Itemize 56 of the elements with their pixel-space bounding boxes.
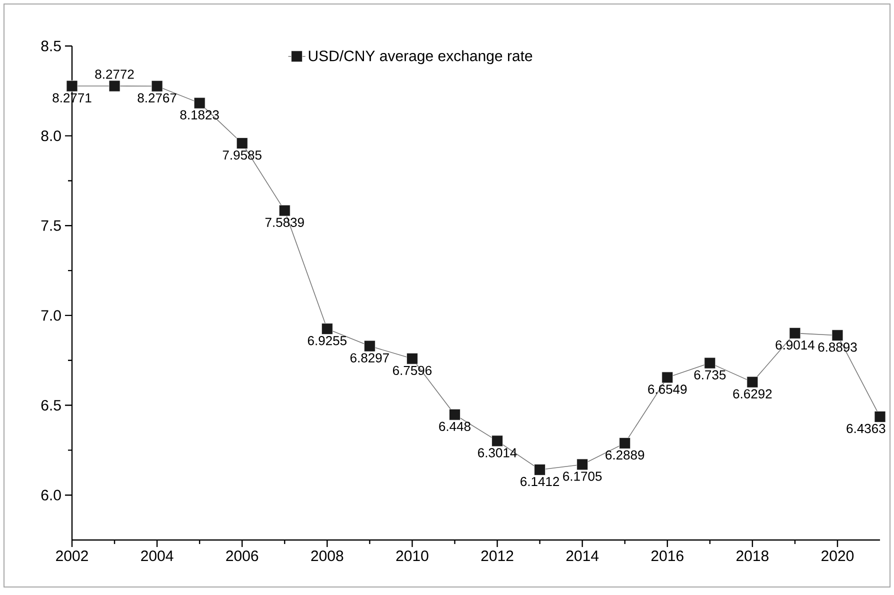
data-label: 8.2772: [95, 70, 134, 79]
data-label: 6.4363: [846, 424, 886, 434]
point: [194, 97, 206, 109]
point: [406, 352, 418, 364]
data-label: 7.5839: [265, 218, 304, 227]
x-tick-label: 2018: [736, 550, 768, 562]
point: [236, 138, 248, 149]
y-tick-label: 7.5: [41, 220, 61, 231]
data-label: 6.448: [439, 422, 470, 432]
point: [704, 357, 716, 369]
x-tick-label: 2010: [396, 550, 428, 562]
y-tick-label: 8.0: [41, 130, 61, 142]
point: [108, 80, 120, 92]
x-tick-label: 2004: [141, 550, 174, 562]
point: [364, 340, 376, 352]
x-tick-label: 2020: [822, 550, 854, 562]
data-label: 6.9014: [776, 340, 814, 350]
legend-label: USD/CNY average exchange rate: [308, 50, 532, 64]
x-tick-label: 2012: [481, 550, 514, 562]
data-label: 6.1412: [520, 476, 560, 486]
point: [874, 411, 886, 422]
data-label: 7.9585: [222, 150, 262, 160]
x-tick-label: 2002: [56, 550, 88, 562]
data-label: 6.8297: [350, 353, 389, 362]
point: [662, 372, 674, 384]
y-tick-label: 8.5: [41, 40, 61, 52]
data-label: 6.8893: [818, 342, 857, 352]
data-label: 6.6292: [733, 389, 772, 398]
point: [449, 408, 460, 420]
point: [832, 330, 844, 342]
y-tick-label: 6.5: [41, 400, 61, 411]
point: [789, 327, 801, 339]
data-label: 6.1705: [563, 472, 602, 481]
point: [492, 435, 503, 447]
data-label: 6.9255: [308, 336, 346, 346]
point: [534, 464, 546, 476]
point: [151, 80, 163, 92]
point: [746, 376, 758, 388]
data-label: 6.3014: [478, 448, 517, 458]
point: [278, 204, 290, 216]
point: [66, 80, 78, 92]
data-label: 6.2889: [606, 450, 644, 460]
point: [576, 458, 588, 470]
x-tick-label: 2016: [651, 550, 684, 562]
data-label: 6.7596: [392, 366, 432, 376]
data-label: 6.6549: [648, 384, 687, 394]
x-tick-label: 2006: [226, 550, 258, 562]
point: [321, 323, 333, 335]
data-label: 8.1823: [180, 110, 219, 120]
data-label: 8.2767: [138, 93, 176, 103]
y-tick-label: 6.0: [41, 490, 61, 500]
data-label: 6.735: [694, 370, 726, 380]
y-tick-label: 7.0: [41, 310, 61, 321]
x-tick-label: 2014: [566, 550, 599, 562]
point: [619, 437, 631, 449]
x-tick-label: 2008: [311, 550, 344, 562]
